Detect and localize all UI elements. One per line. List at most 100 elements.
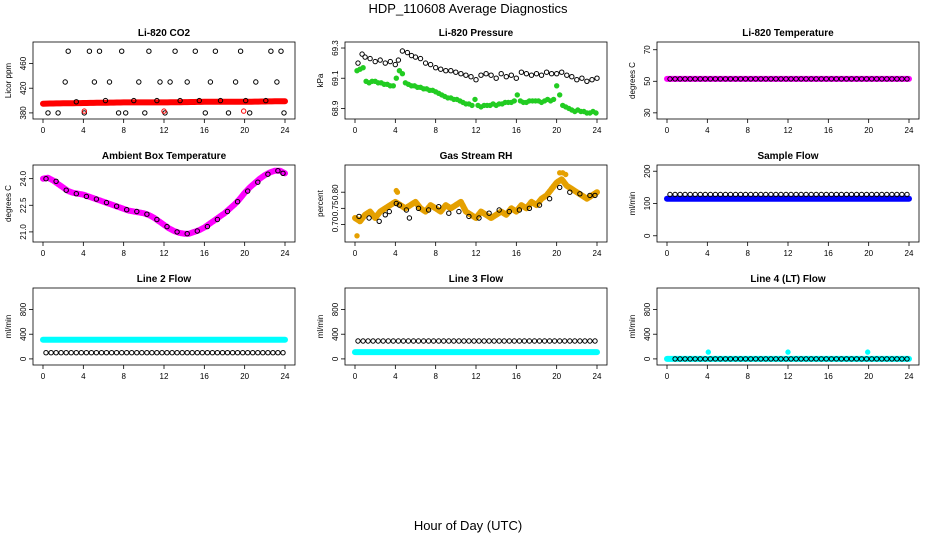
data-point	[154, 97, 160, 104]
x-tick-label: 8	[745, 126, 750, 135]
data-point	[702, 76, 708, 82]
data-point	[386, 208, 392, 215]
data-point	[65, 48, 71, 54]
data-point	[241, 108, 247, 114]
y-tick-label: 21.0	[19, 224, 28, 240]
data-point	[577, 191, 583, 197]
data-point	[448, 68, 454, 74]
data-point	[63, 187, 69, 193]
y-tick-label: 30	[643, 108, 652, 117]
x-tick-label: 24	[593, 249, 602, 258]
data-point	[778, 191, 784, 198]
x-tick-label: 12	[784, 249, 793, 258]
data-point	[415, 338, 422, 344]
data-point	[456, 208, 462, 215]
data-point	[712, 356, 719, 362]
data-point	[237, 48, 244, 54]
data-point	[471, 338, 477, 344]
data-point	[214, 216, 221, 223]
data-point	[362, 54, 368, 60]
data-point	[73, 191, 80, 197]
data-point	[355, 338, 361, 344]
data-point	[113, 350, 120, 356]
data-point	[587, 338, 593, 344]
data-point	[380, 338, 386, 344]
data-point	[687, 191, 693, 198]
data-point	[793, 76, 799, 82]
data-point	[727, 356, 734, 362]
data-point	[91, 79, 98, 85]
data-point	[828, 191, 835, 198]
x-tick-label: 0	[41, 249, 46, 258]
x-tick-label: 20	[552, 372, 561, 381]
data-point	[412, 54, 419, 60]
data-point	[722, 191, 729, 198]
data-point	[164, 223, 170, 230]
x-tick-label: 16	[512, 126, 521, 135]
data-point	[204, 223, 211, 230]
data-point	[712, 191, 719, 198]
data-point	[86, 48, 93, 54]
data-point	[405, 338, 412, 344]
data-point	[803, 191, 809, 198]
data-point	[278, 48, 284, 54]
data-point	[521, 338, 528, 344]
data-point	[62, 79, 68, 85]
data-point	[463, 72, 469, 78]
data-point	[753, 356, 759, 362]
x-tick-label: 16	[200, 249, 209, 258]
y-tick-label: 0	[19, 356, 28, 361]
data-point	[697, 76, 703, 82]
data-point	[798, 76, 804, 82]
data-point	[808, 356, 814, 362]
data-point	[874, 76, 880, 82]
data-point	[58, 350, 64, 356]
data-point	[899, 356, 905, 362]
data-point	[813, 191, 819, 198]
data-point	[438, 66, 444, 72]
data-point	[255, 350, 261, 356]
data-point	[144, 350, 150, 356]
y-tick-label: 400	[331, 327, 340, 341]
data-point	[250, 350, 256, 356]
x-tick-label: 24	[593, 372, 602, 381]
data-point	[360, 65, 366, 71]
data-point	[705, 349, 711, 355]
data-point	[707, 76, 714, 82]
x-tick-label: 4	[393, 126, 398, 135]
data-point	[742, 191, 749, 198]
y-axis-label: Licor ppm	[4, 63, 13, 98]
plot-frame	[32, 164, 296, 243]
data-point	[164, 350, 170, 356]
data-point	[843, 76, 850, 82]
x-tick-label: 24	[281, 126, 290, 135]
y-axis-label: degrees C	[4, 185, 13, 222]
data-point	[677, 191, 683, 198]
data-point	[392, 61, 398, 68]
x-tick-label: 8	[433, 372, 438, 381]
data-point	[677, 356, 683, 362]
x-tick-label: 8	[745, 249, 750, 258]
data-point	[863, 191, 870, 198]
data-point	[717, 356, 724, 362]
x-tick-label: 16	[824, 249, 833, 258]
x-tick-label: 20	[864, 249, 873, 258]
data-point	[536, 338, 543, 344]
data-point	[131, 97, 137, 104]
data-point	[372, 58, 378, 65]
data-point	[783, 356, 789, 362]
x-tick-label: 12	[784, 126, 793, 135]
data-point	[843, 356, 850, 362]
data-point	[96, 48, 103, 54]
data-point	[672, 191, 678, 198]
data-point	[443, 68, 449, 74]
chart-panel: Gas Stream RH percent 0 4 8 12 16 20 24 0.700.750…	[316, 151, 608, 258]
x-tick-label: 8	[745, 372, 750, 381]
data-point	[554, 83, 560, 89]
data-point	[390, 338, 396, 344]
x-tick-label: 24	[281, 249, 290, 258]
chart-panel: Li-820 Pressure kPa 0 4 8 12 16 20 24 68.9 69.1 69.…	[316, 28, 608, 135]
data-point	[853, 356, 860, 362]
data-point	[778, 356, 784, 362]
data-point	[83, 193, 90, 200]
